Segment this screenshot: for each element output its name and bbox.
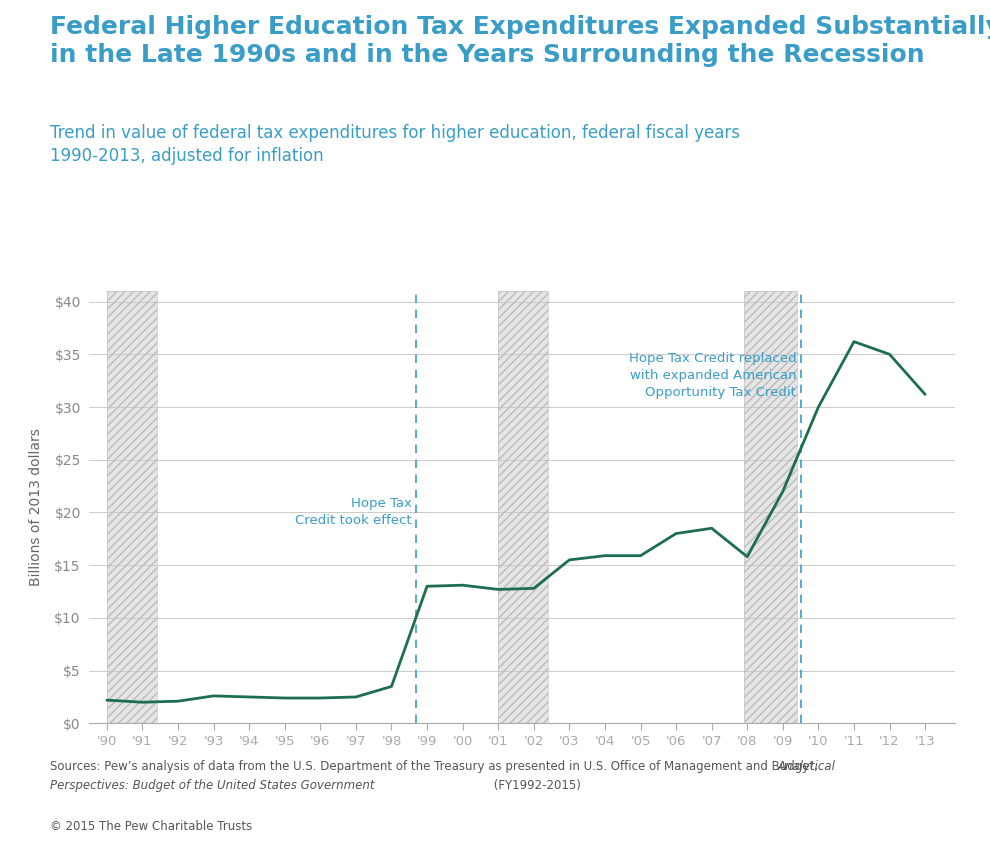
Bar — [498, 291, 548, 723]
Bar — [107, 291, 156, 723]
Text: (FY1992-2015): (FY1992-2015) — [490, 779, 581, 792]
Text: © 2015 The Pew Charitable Trusts: © 2015 The Pew Charitable Trusts — [50, 820, 251, 833]
Text: Sources: Pew’s analysis of data from the U.S. Department of the Treasury as pres: Sources: Pew’s analysis of data from the… — [50, 760, 822, 773]
Bar — [743, 291, 797, 723]
Bar — [107, 291, 156, 723]
Text: Federal Higher Education Tax Expenditures Expanded Substantially
in the Late 199: Federal Higher Education Tax Expenditure… — [50, 15, 990, 68]
Bar — [498, 291, 548, 723]
Text: Trend in value of federal tax expenditures for higher education, federal fiscal : Trend in value of federal tax expenditur… — [50, 124, 740, 165]
Text: Hope Tax Credit replaced
with expanded American
Opportunity Tax Credit: Hope Tax Credit replaced with expanded A… — [629, 352, 796, 399]
Text: Perspectives: Budget of the United States Government: Perspectives: Budget of the United State… — [50, 779, 374, 792]
Text: Hope Tax
Credit took effect: Hope Tax Credit took effect — [295, 496, 412, 526]
Y-axis label: Billions of 2013 dollars: Billions of 2013 dollars — [29, 428, 44, 586]
Bar — [743, 291, 797, 723]
Text: Analytical: Analytical — [777, 760, 835, 773]
